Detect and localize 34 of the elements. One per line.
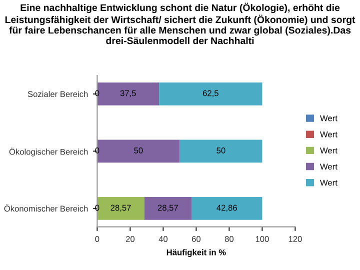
bar bbox=[97, 140, 180, 163]
data-label: 50 bbox=[134, 148, 143, 154]
data-label: 42,86 bbox=[216, 204, 237, 212]
y-tick-label: Ökonomischer Bereich bbox=[4, 204, 88, 212]
data-label: 28,57 bbox=[158, 204, 178, 212]
legend-label: Wert bbox=[320, 115, 338, 122]
x-tick-label: 80 bbox=[224, 236, 234, 242]
data-label: 62,5 bbox=[202, 90, 218, 98]
data-label: 0 bbox=[95, 90, 100, 96]
bar bbox=[159, 82, 262, 106]
data-label: 0 bbox=[95, 148, 100, 154]
bar bbox=[97, 197, 144, 220]
legend-label: Wert bbox=[320, 148, 338, 154]
legend-label: Wert bbox=[320, 180, 338, 186]
data-label: 50 bbox=[216, 148, 226, 154]
y-tick-label: Ökologischer Bereich bbox=[9, 148, 88, 156]
chart-title: Eine nachhaltige Entwicklung schont die Natur (Ökologie), erhöht die Leistungsfähigkeit der Wirtschaft/ sichert die Zukunft (Ökonomie) und sorgt für faire Lebenschancen für alle Menschen und zwar global (Soziales).Das drei-Säulenmodell der Nachhalti bbox=[5, 2, 356, 44]
x-tick-label: 100 bbox=[256, 236, 269, 242]
legend-label: Wert bbox=[320, 164, 338, 170]
legend-label: Wert bbox=[320, 132, 338, 138]
bar bbox=[191, 197, 262, 220]
data-label: 37,5 bbox=[120, 90, 136, 98]
x-tick-label: 60 bbox=[192, 236, 201, 242]
data-label: 28,57 bbox=[110, 204, 131, 212]
bar bbox=[97, 82, 160, 106]
x-tick-label: 0 bbox=[95, 236, 100, 242]
x-tick-label: 20 bbox=[126, 236, 135, 242]
x-tick-label: 120 bbox=[288, 236, 302, 242]
x-tick-label: 40 bbox=[158, 236, 168, 242]
y-tick-label: Sozialer Bereich bbox=[28, 90, 88, 98]
data-label: 0 bbox=[95, 204, 100, 211]
x-axis-title: Häufigkeit in % bbox=[166, 249, 226, 257]
bar bbox=[144, 197, 192, 220]
bar bbox=[180, 140, 262, 163]
